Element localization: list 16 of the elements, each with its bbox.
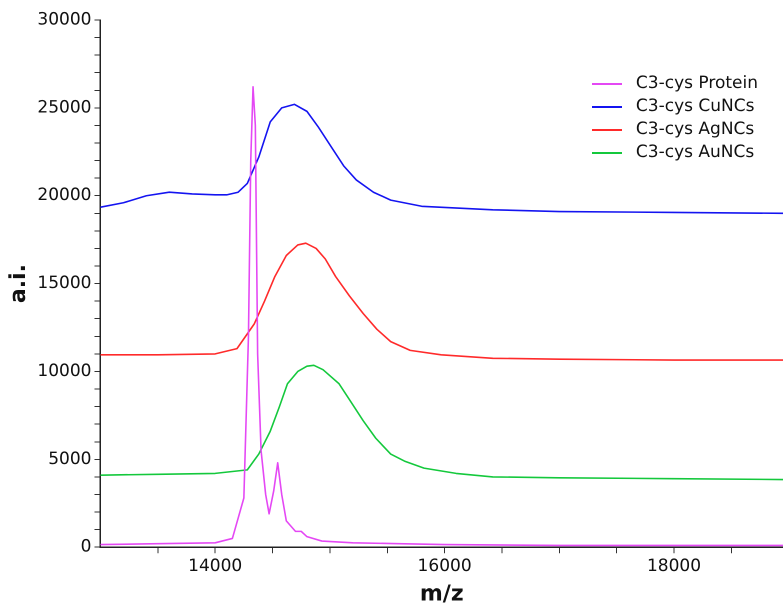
x-axis-title: m/z bbox=[420, 582, 464, 607]
legend-label: C3-cys CuNCs bbox=[636, 95, 754, 118]
y-tick-label: 10000 bbox=[37, 360, 92, 381]
y-tick-label: 20000 bbox=[37, 185, 92, 206]
x-tick-label: 16000 bbox=[418, 556, 472, 576]
x-tick-label: 14000 bbox=[188, 556, 242, 576]
y-tick-label: 30000 bbox=[37, 9, 92, 30]
y-tick-label: 25000 bbox=[37, 97, 92, 118]
legend-label: C3-cys AuNCs bbox=[636, 141, 754, 164]
x-tick-label: 18000 bbox=[646, 556, 702, 576]
y-axis-title: a.i. bbox=[6, 264, 31, 304]
y-tick-label: 15000 bbox=[37, 273, 92, 294]
legend-label: C3-cys Protein bbox=[636, 72, 758, 95]
legend-label: C3-cys AgNCs bbox=[636, 118, 754, 141]
y-tick-label: 0 bbox=[80, 536, 92, 557]
y-tick-label: 5000 bbox=[48, 448, 92, 469]
